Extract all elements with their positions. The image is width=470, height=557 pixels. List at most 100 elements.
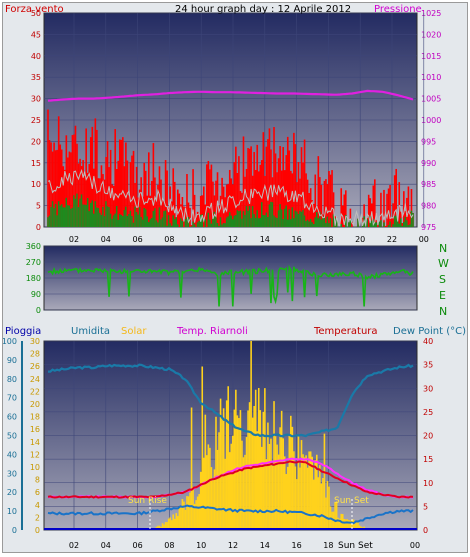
solar-axis-tick: 0 (35, 526, 40, 535)
x-axis-tick: 06 (133, 541, 143, 550)
humidity-axis-tick: 90 (7, 356, 17, 365)
solar-axis-tick: 30 (30, 337, 40, 346)
humidity-axis-tick: 30 (7, 469, 17, 478)
pressure-axis-tick: 1025 (421, 9, 441, 18)
direction-label-n-bottom: N (439, 305, 447, 318)
solar-axis-tick: 26 (30, 362, 40, 371)
pressure-axis-title: Pressione (374, 4, 422, 15)
solar-axis-tick: 2 (35, 513, 40, 522)
wind-axis-tick: 50 (31, 9, 41, 18)
direction-axis-tick: 360 (26, 242, 41, 251)
solar-axis-tick: 8 (35, 476, 40, 485)
temperature-axis-tick: 20 (423, 432, 433, 441)
pressure-axis-tick: 1015 (421, 52, 441, 61)
pressure-axis-tick: 975 (421, 223, 436, 232)
x-axis-tick: 20 (355, 235, 365, 244)
wind-axis-tick: 20 (31, 137, 41, 146)
direction-label-n-top: N (439, 242, 447, 255)
direction-axis-tick: 0 (36, 306, 41, 315)
wind-axis-tick: 25 (31, 116, 41, 125)
legend-temperature: Temperatura (313, 326, 378, 337)
direction-axis-tick: 180 (26, 274, 41, 283)
humidity-axis-tick: 40 (7, 450, 17, 459)
wind-axis-tick: 15 (31, 159, 41, 168)
solar-axis-tick: 12 (30, 450, 40, 459)
temperature-axis-tick: 0 (423, 526, 428, 535)
sunrise-label: Sun Rise (128, 496, 167, 506)
dewpoint-line (47, 504, 414, 525)
pressure-axis-tick: 995 (421, 137, 436, 146)
humidity-axis-tick: 100 (3, 337, 17, 346)
x-axis-tick: 14 (260, 541, 270, 550)
x-axis-tick: 12 (228, 235, 238, 244)
weather-charts: Forza vento 24 hour graph day : 12 April… (3, 4, 466, 551)
wind-axis-title: Forza vento (5, 4, 64, 15)
pressure-axis-tick: 1005 (421, 95, 441, 104)
x-axis-tick: 16 (292, 235, 302, 244)
wind-axis-tick: 10 (31, 180, 41, 189)
sunset-label: Sun Set (334, 496, 369, 506)
temperature-axis-tick: 35 (423, 361, 433, 370)
chart-title: 24 hour graph day : 12 Aprile 2012 (175, 4, 351, 15)
direction-label-w: W (438, 257, 449, 270)
solar-axis-tick: 6 (35, 488, 40, 497)
legend-riarnoli: Temp. Riarnoli (176, 326, 248, 337)
pressure-axis-tick: 1020 (421, 30, 441, 39)
direction-axis-tick: 90 (31, 290, 41, 299)
legend-solar: Solar (121, 326, 147, 337)
humidity-axis-tick: 10 (7, 507, 17, 516)
wind-axis-tick: 40 (31, 52, 41, 61)
x-axis-tick: 18 (323, 235, 333, 244)
direction-label-s: S (439, 273, 446, 286)
solar-axis-tick: 20 (30, 400, 40, 409)
wind-axis-tick: 45 (31, 30, 41, 39)
wind-direction-line (47, 264, 414, 307)
x-axis-tick: 14 (260, 235, 270, 244)
legend-humidity: Umidita (71, 326, 110, 337)
solar-axis-tick: 10 (30, 463, 40, 472)
solar-axis-tick: 4 (35, 501, 40, 510)
x-axis-tick: 04 (101, 235, 111, 244)
x-axis-tick: 08 (164, 235, 174, 244)
pressure-axis-tick: 1000 (421, 116, 441, 125)
pressure-axis-tick: 1010 (421, 73, 441, 82)
direction-axis-tick: 270 (26, 258, 41, 267)
solar-axis-tick: 22 (30, 387, 40, 396)
x-axis-tick: 10 (196, 541, 206, 550)
humidity-axis-tick: 80 (7, 375, 17, 384)
pressure-axis-tick: 980 (421, 202, 436, 211)
x-axis-tick: 22 (387, 235, 397, 244)
humidity-axis-tick: 60 (7, 413, 17, 422)
wind-mean-line (47, 168, 414, 227)
legend-dewpoint: Dew Point (°C) (393, 326, 466, 337)
wind-axis-tick: 0 (36, 223, 41, 232)
wind-axis-tick: 30 (31, 95, 41, 104)
x-axis-tick: 02 (69, 235, 79, 244)
x-axis-tick: 06 (133, 235, 143, 244)
direction-label-e: E (439, 289, 446, 302)
pressure-axis-tick: 990 (421, 159, 436, 168)
humidity-axis-tick: 70 (7, 394, 17, 403)
x-axis-tick: 02 (69, 541, 79, 550)
humidity-line (48, 363, 414, 438)
temperature-axis-tick: 25 (423, 408, 433, 417)
solar-axis-tick: 16 (30, 425, 40, 434)
pressure-axis-tick: 985 (421, 180, 436, 189)
x-axis-tick: 12 (228, 541, 238, 550)
sunset-axis-label: Sun Set (338, 541, 373, 551)
solar-axis-tick: 28 (30, 350, 40, 359)
pressure-line (47, 89, 414, 102)
solar-axis-tick: 24 (30, 375, 40, 384)
temperature-axis-tick: 15 (423, 455, 433, 464)
temperature-axis-tick: 5 (423, 502, 428, 511)
temperature-line (47, 460, 414, 499)
x-axis-tick: 00 (419, 235, 429, 244)
humidity-axis-tick: 0 (12, 526, 17, 535)
temperature-axis-tick: 40 (423, 337, 433, 346)
x-axis-tick: 00 (410, 541, 420, 550)
x-axis-tick: 08 (164, 541, 174, 550)
x-axis-tick: 10 (196, 235, 206, 244)
humidity-axis-tick: 50 (7, 432, 17, 441)
humidity-axis-tick: 20 (7, 488, 17, 497)
